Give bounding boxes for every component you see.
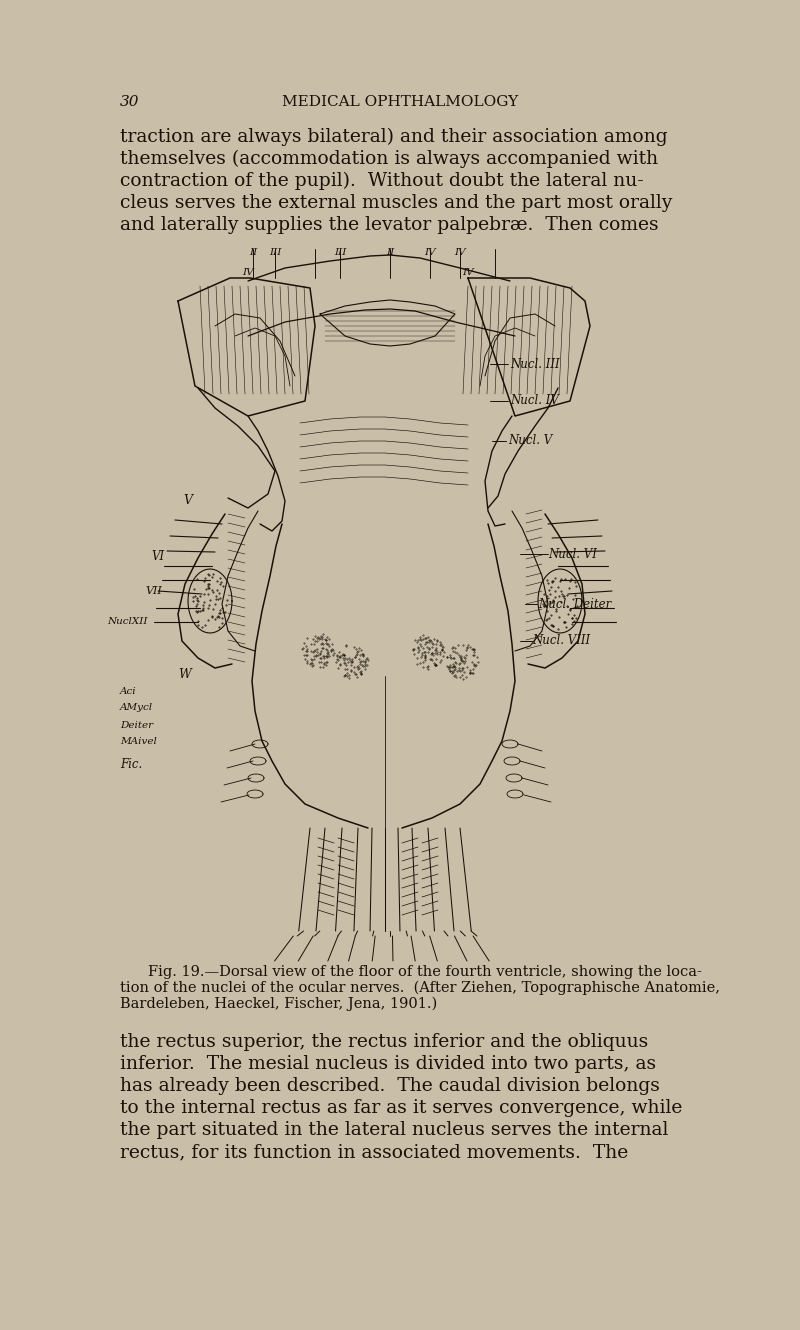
Text: Nucl. Deiter: Nucl. Deiter: [538, 597, 611, 610]
Text: inferior.  The mesial nucleus is divided into two parts, as: inferior. The mesial nucleus is divided …: [120, 1055, 656, 1073]
Text: Fig. 19.—Dorsal view of the floor of the fourth ventricle, showing the loca-: Fig. 19.—Dorsal view of the floor of the…: [148, 966, 702, 979]
Text: the part situated in the lateral nucleus serves the internal: the part situated in the lateral nucleus…: [120, 1121, 668, 1138]
Text: Bardeleben, Haeckel, Fischer, Jena, 1901.): Bardeleben, Haeckel, Fischer, Jena, 1901…: [120, 998, 438, 1011]
Text: the rectus superior, the rectus inferior and the obliquus: the rectus superior, the rectus inferior…: [120, 1033, 648, 1051]
Text: VII: VII: [146, 587, 162, 596]
Text: IV: IV: [242, 269, 254, 277]
Text: IV: IV: [454, 247, 466, 257]
Text: MAivel: MAivel: [120, 738, 157, 746]
Text: AMycl: AMycl: [120, 704, 153, 713]
Text: Deiter: Deiter: [120, 721, 153, 729]
Text: Aci: Aci: [120, 686, 137, 696]
Text: has already been described.  The caudal division belongs: has already been described. The caudal d…: [120, 1077, 660, 1095]
Text: II: II: [386, 247, 394, 257]
Text: to the internal rectus as far as it serves convergence, while: to the internal rectus as far as it serv…: [120, 1099, 682, 1117]
Text: W: W: [178, 668, 191, 681]
Text: tion of the nuclei of the ocular nerves.  (After Ziehen, Topographische Anatomie: tion of the nuclei of the ocular nerves.…: [120, 982, 720, 995]
Text: MEDICAL OPHTHALMOLOGY: MEDICAL OPHTHALMOLOGY: [282, 94, 518, 109]
Text: IV: IV: [462, 269, 474, 277]
Text: 30: 30: [120, 94, 139, 109]
Text: themselves (accommodation is always accompanied with: themselves (accommodation is always acco…: [120, 150, 658, 169]
Text: traction are always bilateral) and their association among: traction are always bilateral) and their…: [120, 128, 668, 146]
Text: II: II: [249, 247, 257, 257]
Text: and laterally supplies the levator palpebræ.  Then comes: and laterally supplies the levator palpe…: [120, 215, 658, 234]
Text: Nucl. V: Nucl. V: [508, 435, 552, 447]
Text: Nucl. VI: Nucl. VI: [548, 548, 597, 560]
Text: III: III: [269, 247, 281, 257]
Text: V: V: [183, 495, 192, 508]
Text: VI: VI: [152, 549, 165, 563]
Text: contraction of the pupil).  Without doubt the lateral nu-: contraction of the pupil). Without doubt…: [120, 172, 644, 190]
Text: Nucl. VIII: Nucl. VIII: [532, 634, 590, 648]
Text: rectus, for its function in associated movements.  The: rectus, for its function in associated m…: [120, 1142, 628, 1161]
Text: IV: IV: [424, 247, 436, 257]
Text: NuclXII: NuclXII: [107, 617, 148, 625]
Text: Fic.: Fic.: [120, 758, 142, 770]
Text: III: III: [334, 247, 346, 257]
Text: Nucl. III: Nucl. III: [510, 358, 560, 371]
Text: Nucl. IV: Nucl. IV: [510, 395, 559, 407]
Text: cleus serves the external muscles and the part most orally: cleus serves the external muscles and th…: [120, 194, 672, 211]
